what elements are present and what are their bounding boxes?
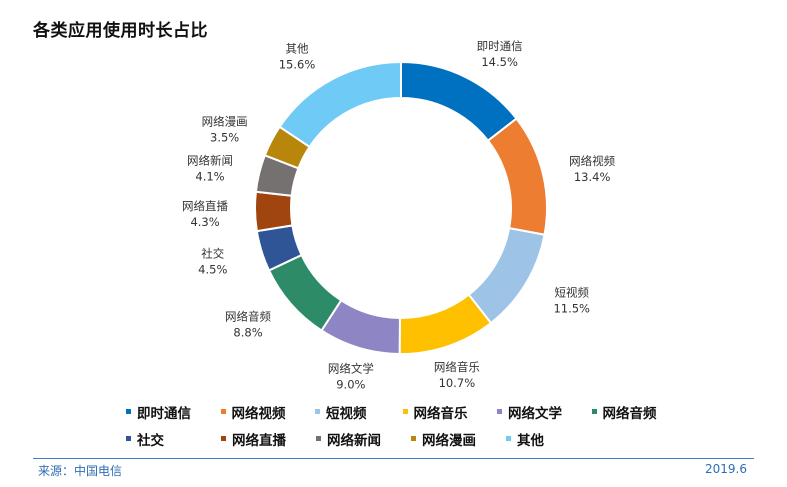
chart-legend: 即时通信 网络视频 短视频 网络音乐 网络文学 网络音频 社交 网络直播 网络新闻 网络漫画 其他 (126, 398, 686, 452)
legend-label: 网络漫画 (422, 432, 476, 449)
legend-swatch (402, 409, 408, 414)
legend-row: 社交 网络直播 网络新闻 网络漫画 其他 (126, 425, 686, 452)
legend-label: 即时通信 (137, 405, 191, 422)
legend-label: 网络音乐 (413, 405, 468, 422)
legend-item: 网络文学 (497, 402, 592, 422)
slice-value-label: 4.3% (190, 215, 219, 229)
donut-slice (254, 190, 294, 233)
legend-item: 网络新闻 (316, 429, 411, 449)
legend-item: 社交 (126, 429, 221, 449)
legend-label: 社交 (137, 432, 164, 449)
slice-value-label: 9.0% (336, 378, 365, 392)
date-note: 2019.6 (705, 462, 747, 476)
slice-value-label: 3.5% (210, 131, 239, 145)
slice-name-label: 网络直播 (182, 199, 228, 213)
slice-value-label: 14.5% (481, 55, 518, 69)
slice-name-label: 网络音乐 (434, 360, 480, 374)
source-note: 来源：中国电信 (38, 464, 123, 478)
legend-swatch (316, 436, 321, 441)
legend-item: 短视频 (315, 402, 403, 422)
legend-label: 网络视频 (231, 405, 286, 422)
slice-name-label: 网络视频 (569, 154, 615, 168)
legend-item: 即时通信 (126, 402, 221, 422)
slice-value-label: 4.5% (198, 262, 227, 276)
slice-name-label: 网络漫画 (202, 115, 248, 129)
legend-item: 网络直播 (221, 429, 316, 449)
legend-swatch (506, 436, 511, 441)
slice-name-label: 网络新闻 (187, 154, 233, 168)
legend-label: 短视频 (326, 405, 367, 422)
legend-item: 网络漫画 (411, 429, 506, 449)
legend-item: 网络音频 (591, 402, 687, 422)
legend-item: 其他 (506, 429, 601, 449)
legend-swatch (411, 436, 416, 441)
legend-label: 网络新闻 (327, 432, 381, 449)
legend-swatch (497, 409, 503, 414)
donut-chart: 即时通信 14.5% 网络视频 13.4% 短视频 11.5% 网络音乐 10.7% 网络文学 9… (182, 39, 616, 392)
donut-slice (486, 117, 548, 236)
slice-name-label: 网络文学 (328, 362, 374, 376)
legend-swatch (220, 409, 226, 414)
legend-item: 网络音乐 (402, 402, 498, 422)
legend-swatch (591, 409, 597, 414)
slice-name-label: 网络音频 (225, 310, 271, 324)
slice-name-label: 即时通信 (477, 39, 523, 53)
slice-name-label: 社交 (201, 246, 224, 260)
legend-label: 网络音频 (602, 405, 657, 422)
legend-row: 即时通信 网络视频 短视频 网络音乐 网络文学 网络音频 (126, 398, 686, 425)
slice-value-label: 11.5% (553, 301, 590, 315)
slice-value-label: 10.7% (439, 376, 476, 390)
legend-label: 网络直播 (232, 432, 286, 449)
legend-swatch (126, 436, 131, 441)
slice-value-label: 15.6% (279, 58, 316, 72)
legend-label: 其他 (517, 432, 544, 449)
slice-name-label: 短视频 (554, 285, 589, 299)
legend-swatch (221, 436, 226, 441)
chart-title: 各类应用使用时长占比 (33, 21, 208, 41)
footer-divider (33, 458, 754, 459)
legend-swatch (315, 409, 320, 414)
legend-item: 网络视频 (220, 402, 316, 422)
slice-name-label: 其他 (286, 42, 309, 56)
slice-value-label: 8.8% (233, 326, 262, 340)
slice-value-label: 13.4% (574, 170, 611, 184)
legend-label: 网络文学 (508, 405, 563, 422)
donut-slice (278, 60, 402, 149)
legend-swatch (126, 409, 131, 414)
slice-value-label: 4.1% (195, 170, 224, 184)
donut-slice (400, 60, 518, 143)
